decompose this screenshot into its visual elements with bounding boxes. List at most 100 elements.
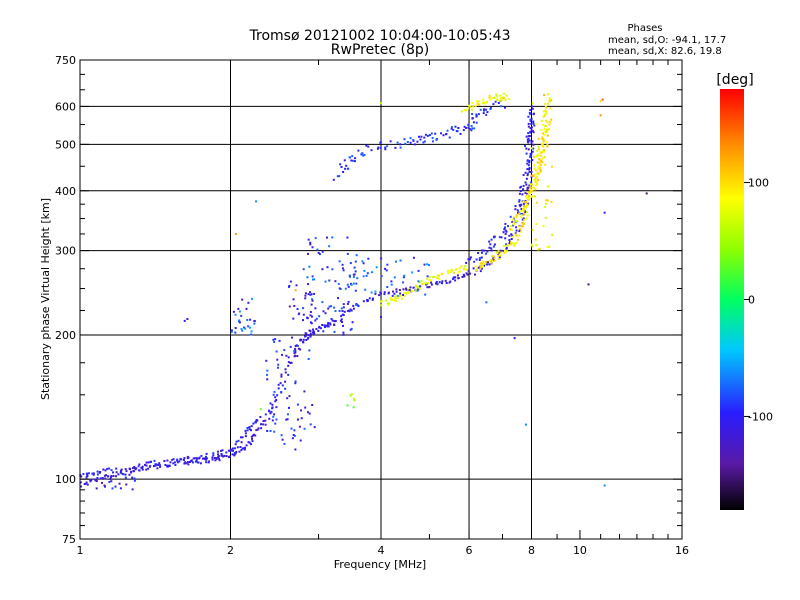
data-point: [391, 294, 394, 297]
data-point: [534, 123, 537, 126]
data-point: [119, 487, 122, 490]
data-point: [416, 289, 419, 292]
data-point: [305, 339, 308, 341]
data-point: [475, 258, 478, 261]
data-point: [153, 459, 156, 462]
data-point: [471, 127, 474, 130]
data-point: [445, 282, 448, 284]
data-point: [345, 164, 348, 167]
colorbar-label: [deg]: [716, 72, 753, 88]
data-point: [344, 167, 347, 170]
data-point: [524, 192, 527, 195]
data-point: [230, 449, 233, 452]
data-point: [245, 307, 248, 310]
data-point: [465, 126, 467, 129]
data-point: [120, 468, 123, 471]
data-point: [541, 151, 543, 154]
data-point: [485, 113, 488, 116]
data-point: [271, 419, 274, 422]
data-point: [379, 300, 382, 303]
data-point: [342, 331, 345, 334]
data-point: [426, 275, 429, 278]
data-point: [164, 464, 167, 466]
y-tick-label: 100: [55, 473, 76, 486]
data-point: [394, 146, 397, 149]
x-tick-label: 4: [378, 544, 385, 557]
data-point: [542, 110, 545, 113]
data-point: [241, 436, 244, 439]
data-point: [544, 105, 547, 108]
data-point: [312, 328, 314, 331]
data-point: [525, 147, 528, 150]
data-point: [114, 485, 117, 488]
data-point: [383, 293, 386, 296]
data-point: [531, 107, 534, 110]
data-point: [327, 325, 330, 328]
data-point: [247, 301, 250, 304]
data-point: [294, 347, 297, 350]
data-point: [328, 305, 331, 308]
data-point: [399, 292, 402, 295]
data-point: [511, 234, 514, 237]
data-point: [389, 140, 392, 143]
data-point: [512, 224, 515, 227]
data-point: [423, 263, 426, 266]
data-point: [82, 473, 85, 475]
data-point: [338, 175, 341, 178]
data-point: [326, 323, 329, 326]
data-point: [256, 428, 259, 431]
data-point: [450, 127, 453, 130]
data-point: [533, 167, 536, 170]
data-point: [331, 236, 334, 239]
y-tick-label: 500: [55, 138, 76, 151]
data-point: [543, 133, 546, 136]
data-point: [537, 165, 540, 168]
data-point: [405, 292, 408, 295]
data-point: [528, 184, 531, 187]
data-point: [398, 289, 401, 291]
data-point: [500, 105, 503, 108]
data-point: [455, 130, 458, 133]
data-point: [543, 150, 545, 153]
data-point: [154, 463, 157, 466]
data-point: [296, 308, 299, 310]
colorbar: [720, 89, 744, 510]
data-point: [324, 312, 327, 315]
data-point: [291, 437, 294, 440]
data-point: [238, 319, 241, 322]
data-point: [231, 453, 234, 456]
data-point: [375, 266, 378, 269]
data-point: [525, 423, 527, 426]
data-point: [526, 174, 529, 177]
data-point: [502, 231, 505, 234]
data-point: [363, 153, 366, 156]
data-point: [493, 243, 496, 246]
data-point: [544, 109, 547, 112]
data-point: [331, 319, 334, 322]
data-point: [357, 149, 360, 152]
data-point: [346, 404, 349, 407]
data-point: [520, 203, 523, 206]
data-point: [128, 467, 131, 470]
data-point: [533, 164, 536, 167]
data-point: [387, 292, 390, 295]
data-point: [281, 353, 283, 356]
data-point: [286, 397, 289, 400]
data-point: [515, 229, 518, 232]
data-point: [418, 281, 421, 284]
data-point: [272, 338, 275, 341]
data-point: [124, 468, 127, 471]
data-point: [79, 481, 82, 484]
data-point: [526, 194, 529, 197]
data-point: [539, 151, 542, 154]
data-point: [471, 117, 474, 120]
data-point: [89, 480, 92, 483]
data-point: [488, 240, 491, 243]
data-point: [540, 128, 543, 131]
data-point: [528, 170, 531, 173]
data-point: [242, 447, 245, 450]
data-point: [178, 460, 181, 463]
data-point: [307, 337, 310, 339]
data-point: [393, 299, 396, 302]
data-point: [499, 94, 502, 97]
